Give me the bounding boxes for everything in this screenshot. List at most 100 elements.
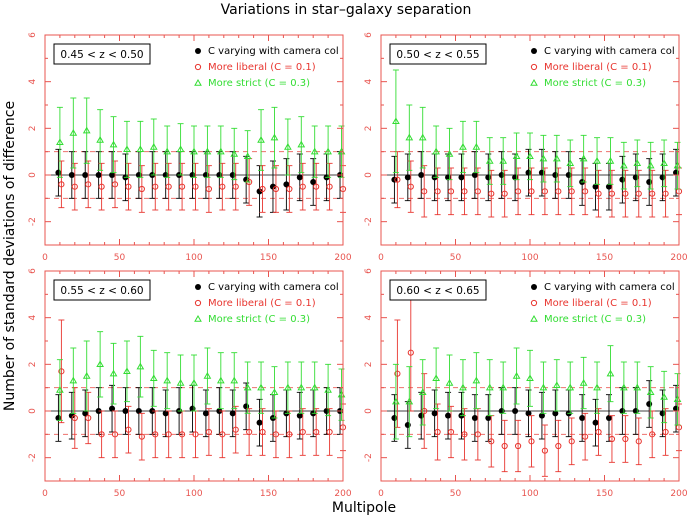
data-point: [232, 183, 239, 190]
panel-3: 0 50 100 150 200 -2 0 2 4 6 0.55 < z < 0.60 C varyi…: [28, 268, 352, 499]
y-tick-label: 4: [364, 315, 374, 321]
x-tick-label: 0: [42, 253, 48, 263]
data-point: [499, 156, 508, 164]
data-point: [552, 154, 561, 162]
data-point: [176, 378, 185, 386]
data-point: [149, 374, 158, 382]
x-tick-label: 50: [114, 253, 126, 263]
x-tick-label: 50: [450, 253, 462, 263]
data-point: [407, 349, 414, 356]
data-point: [313, 428, 320, 436]
data-point: [472, 376, 481, 384]
data-point: [310, 383, 319, 391]
data-point: [296, 174, 303, 181]
data-point: [447, 188, 455, 195]
data-point: [55, 169, 62, 176]
data-point: [418, 133, 427, 141]
data-point: [324, 147, 332, 155]
data-point: [646, 401, 653, 407]
data-point: [58, 368, 65, 375]
data-point: [606, 156, 615, 164]
data-point: [284, 383, 292, 391]
data-point: [111, 181, 119, 188]
redshift-box: [53, 279, 151, 301]
data-point: [123, 145, 131, 153]
data-point: [394, 370, 401, 377]
y-axis-label: Number of standard deviations of differe…: [2, 101, 18, 411]
data-point: [56, 138, 64, 146]
data-point: [163, 147, 172, 155]
data-point: [579, 154, 588, 162]
data-point: [392, 397, 400, 405]
legend-label-green: More strict (C = 0.3): [208, 78, 310, 89]
panel-1: 0 50 100 150 200 -2 0 2 4 6 0.45 < z < 0.50 C varyi…: [28, 32, 352, 263]
data-point: [608, 190, 616, 197]
data-point: [434, 428, 441, 436]
data-point: [270, 133, 279, 141]
data-point: [485, 156, 494, 164]
legend-marker-red: [194, 63, 202, 71]
data-point: [243, 383, 252, 391]
data-point: [552, 381, 561, 389]
data-point: [595, 428, 602, 436]
x-tick-label: 200: [670, 489, 687, 499]
x-tick-label: 0: [42, 489, 48, 499]
redshift-box: [389, 279, 487, 301]
data-point: [246, 428, 253, 436]
data-point: [498, 172, 505, 178]
legend-marker-red: [194, 299, 202, 307]
series-black: [391, 380, 680, 449]
data-point: [297, 383, 306, 391]
data-point: [190, 378, 198, 386]
legend-label-red: More liberal (C = 0.1): [208, 62, 316, 73]
data-point: [82, 126, 91, 134]
data-point: [526, 152, 534, 160]
legend-marker-green: [530, 78, 538, 86]
y-tick-label: 0: [364, 172, 374, 178]
series-black: [55, 148, 344, 218]
x-tick-label: 200: [670, 253, 687, 263]
data-point: [96, 360, 104, 368]
data-point: [56, 385, 64, 393]
data-point: [109, 140, 118, 148]
x-tick-label: 50: [114, 489, 126, 499]
x-axis-label: Multipole: [332, 500, 396, 516]
data-point: [421, 407, 428, 415]
data-point: [459, 383, 467, 391]
data-point: [394, 176, 401, 183]
figure-title: Variations in star–galaxy separation: [221, 2, 472, 18]
legend-marker-green: [530, 314, 538, 322]
series-red: [394, 151, 683, 218]
data-point: [138, 433, 145, 440]
y-tick-label: -2: [28, 217, 38, 226]
data-point: [257, 383, 265, 391]
legend-marker-black: [531, 48, 537, 54]
data-point: [284, 142, 292, 150]
data-point: [539, 383, 548, 391]
data-point: [138, 185, 145, 193]
data-point: [633, 383, 642, 391]
data-point: [219, 431, 226, 438]
data-point: [152, 431, 159, 438]
data-point: [592, 183, 599, 190]
redshift-label: 0.45 < z < 0.50: [60, 49, 143, 61]
series-red: [58, 158, 347, 213]
series-black: [391, 148, 680, 211]
redshift-box: [53, 43, 151, 65]
data-point: [582, 433, 589, 440]
x-tick-label: 150: [260, 489, 277, 499]
panel-4: 0 50 100 150 200 -2 0 2 4 6 0.60 < z < 0.65 C varyi…: [364, 268, 688, 499]
data-point: [566, 383, 575, 391]
data-point: [283, 181, 290, 188]
data-point: [474, 431, 481, 438]
data-point: [109, 405, 116, 412]
x-tick-label: 50: [450, 489, 462, 499]
data-point: [488, 438, 495, 445]
data-point: [162, 410, 169, 417]
data-point: [620, 161, 628, 169]
data-point: [432, 147, 440, 155]
legend-marker-black: [195, 284, 201, 290]
y-tick-label: 0: [28, 172, 38, 178]
data-point: [632, 174, 639, 181]
data-point: [256, 188, 263, 195]
